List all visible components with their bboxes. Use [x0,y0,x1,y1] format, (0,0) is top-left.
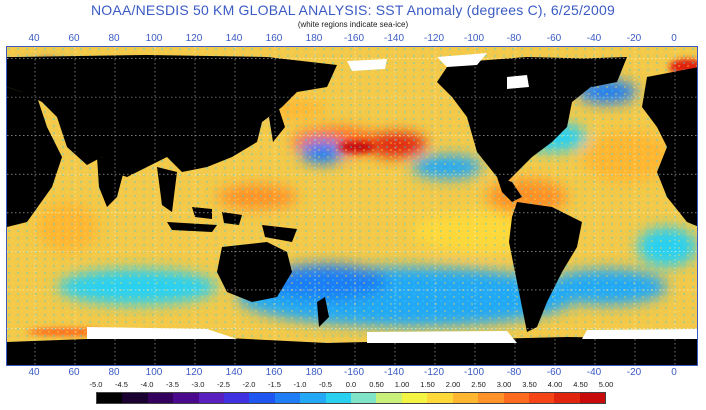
bottom-longitude-tick: 140 [225,367,243,378]
colorbar-label: -4.0 [140,380,154,389]
antarctica [7,337,697,365]
bottom-longitude-tick: 0 [671,367,677,378]
colorbar-swatch [579,393,606,403]
top-longitude-tick: -100 [463,33,485,44]
colorbar-label: -2.5 [217,380,230,389]
longitude-axis-top: 40 60 80 100 120 140 160 180 -160 -140 -120 -100 -80… [0,33,706,45]
top-longitude-tick: 0 [671,33,677,44]
colorbar-swatch [249,393,275,403]
graticule [7,47,697,365]
colorbar-swatch [224,393,250,403]
longitude-axis-bottom: 40 60 80 100 120 140 160 180 -160 -140 -120 -100 -80… [0,367,706,379]
bottom-longitude-tick: -120 [423,367,445,378]
colorbar-swatch [325,393,352,403]
bottom-longitude-tick: 120 [185,367,203,378]
sst-anomaly-map [6,46,698,366]
top-longitude-tick: 60 [68,33,80,44]
top-longitude-tick: -140 [383,33,405,44]
colorbar-label: 1.50 [420,380,435,389]
bottom-longitude-tick: 80 [108,367,120,378]
top-longitude-tick: 40 [28,33,40,44]
bottom-longitude-tick: 100 [145,367,163,378]
colorbar-label: 1.00 [394,380,410,389]
top-longitude-tick: 180 [305,33,323,44]
bottom-longitude-tick: -40 [586,367,602,378]
top-longitude-tick: -80 [506,33,522,44]
bottom-longitude-tick: -160 [343,367,365,378]
bottom-longitude-tick: -60 [546,367,562,378]
bottom-longitude-tick: 40 [28,367,40,378]
colorbar-swatch [300,393,326,403]
colorbar [96,392,606,404]
colorbar-label: -3.0 [191,380,205,389]
colorbar-label: 4.50 [573,380,588,389]
colorbar-swatch [452,393,479,403]
bottom-longitude-tick: 160 [265,367,283,378]
colorbar-labels: -5.0 -4.5 -4.0 -3.5 -3.0 -2.5 -2.0 -1.5 -1.0 -0.5… [0,380,706,391]
top-longitude-tick: -20 [626,33,642,44]
colorbar-label: -1.0 [293,380,307,389]
colorbar-swatch [351,393,377,403]
map-canvas [7,47,697,365]
top-longitude-tick: 120 [185,33,203,44]
bottom-longitude-tick: -20 [626,367,642,378]
colorbar-swatch [503,393,529,403]
top-longitude-tick: -40 [586,33,602,44]
colorbar-label: -4.5 [115,380,128,389]
top-longitude-tick: 80 [108,33,120,44]
colorbar-label: 5.00 [598,380,614,389]
colorbar-swatch [122,393,148,403]
colorbar-label: 3.00 [496,380,512,389]
colorbar-swatch [376,393,402,403]
colorbar-swatch [554,393,580,403]
colorbar-swatch [401,393,428,403]
colorbar-swatch [173,393,199,403]
colorbar-label: 2.00 [445,380,461,389]
land-masses [7,55,697,332]
colorbar-label: 2.50 [471,380,486,389]
colorbar-label: 0.0 [345,380,357,389]
colorbar-label: 3.50 [522,380,537,389]
top-longitude-tick: -60 [546,33,562,44]
colorbar-label: 4.00 [547,380,563,389]
colorbar-swatch [97,393,123,403]
colorbar-label: -3.5 [166,380,179,389]
top-longitude-tick: 100 [145,33,163,44]
map-subtitle: (white regions indicate sea-ice) [297,20,409,29]
colorbar-label: -2.0 [242,380,256,389]
colorbar-label: -1.5 [268,380,281,389]
colorbar-swatch [478,393,504,403]
colorbar-label: -5.0 [89,380,103,389]
colorbar-swatch [274,393,301,403]
top-longitude-tick: -160 [343,33,365,44]
top-longitude-tick: 140 [225,33,243,44]
colorbar-label: -0.5 [319,380,332,389]
map-title: NOAA/NESDIS 50 KM GLOBAL ANALYSIS: SST A… [91,2,615,18]
colorbar-swatch [198,393,225,403]
bottom-longitude-tick: -100 [463,367,485,378]
colorbar-swatch [147,393,174,403]
colorbar-swatch [528,393,555,403]
colorbar-label: 0.50 [369,380,384,389]
top-longitude-tick: -120 [423,33,445,44]
bottom-longitude-tick: -80 [506,367,522,378]
bottom-longitude-tick: 60 [68,367,80,378]
colorbar-swatch [427,393,453,403]
bottom-longitude-tick: 180 [305,367,323,378]
bottom-longitude-tick: -140 [383,367,405,378]
sea-ice [87,53,697,343]
top-longitude-tick: 160 [265,33,283,44]
